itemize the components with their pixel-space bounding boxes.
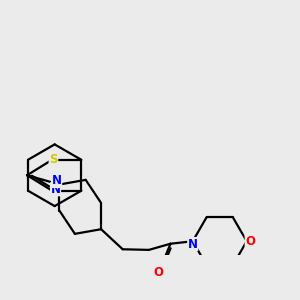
Text: N: N xyxy=(188,238,198,250)
Text: N: N xyxy=(52,175,62,188)
Text: N: N xyxy=(50,183,61,196)
Text: O: O xyxy=(245,235,255,248)
Text: S: S xyxy=(49,153,58,166)
Text: O: O xyxy=(153,266,163,278)
